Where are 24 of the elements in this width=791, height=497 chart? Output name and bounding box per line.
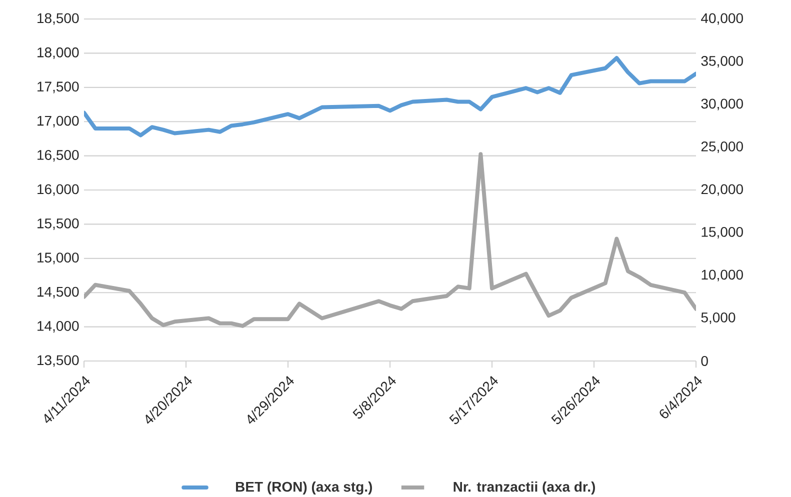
y2-tick-label: 40,000 — [701, 13, 743, 25]
line-series — [84, 152, 696, 328]
y2-tick-label: 15,000 — [702, 226, 743, 239]
y-tick-label: 17,500 — [38, 82, 79, 94]
y-tick-label: 18,000 — [38, 47, 79, 59]
legend-label: BET (RON) (axa stg.) — [236, 481, 372, 495]
y-tick-label: 16,500 — [38, 150, 79, 162]
legend-label: Nr. tranzactii (axa dr.) — [454, 481, 596, 495]
y2-tick-label: 25,000 — [701, 141, 743, 154]
y2-tick-label: 0 — [701, 356, 708, 366]
line-series — [84, 56, 696, 138]
y-tick-label: 13,500 — [38, 355, 79, 367]
y2-tick-label: 10,000 — [702, 270, 743, 282]
y2-tick-label: 35,000 — [701, 56, 743, 68]
y-tick-label: 15,000 — [38, 252, 79, 264]
y-tick-label: 14,000 — [38, 321, 79, 333]
y-tick-label: 16,000 — [38, 184, 79, 196]
y2-tick-label: 30,000 — [701, 98, 743, 110]
y-tick-label: 17,000 — [38, 116, 79, 128]
y-tick-label: 14,500 — [38, 286, 79, 298]
y2-tick-label: 5,000 — [701, 312, 736, 324]
y-tick-label: 15,500 — [38, 218, 79, 230]
y-tick-label: 18,500 — [38, 13, 79, 25]
y2-tick-label: 20,000 — [701, 184, 743, 196]
